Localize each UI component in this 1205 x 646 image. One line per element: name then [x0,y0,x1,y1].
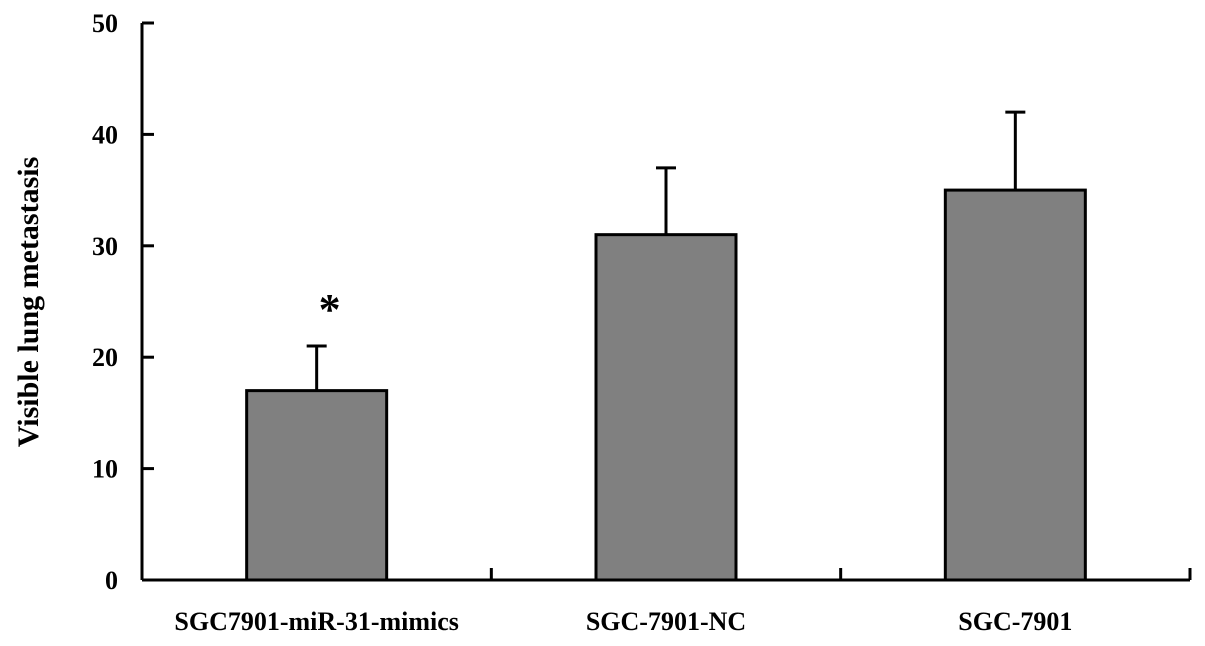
x-category-label: SGC-7901-NC [586,607,746,636]
y-tick-label: 40 [92,120,118,149]
y-tick-label: 10 [92,455,118,484]
y-tick-label: 0 [105,566,118,595]
significance-marker: * [319,285,341,334]
bar [245,389,389,582]
bar [594,233,738,582]
y-tick-label: 20 [92,343,118,372]
x-category-label: SGC-7901 [958,607,1072,636]
bar [943,188,1087,582]
y-tick-label: 30 [92,232,118,261]
y-tick-label: 50 [92,9,118,38]
category-labels: SGC7901-miR-31-mimics SGC-7901-NC SGC-7901 [174,607,1072,636]
x-category-label: SGC7901-miR-31-mimics [174,607,459,636]
bars: * [245,110,1087,582]
y-axis-label: Visible lung metastasis [12,157,45,448]
